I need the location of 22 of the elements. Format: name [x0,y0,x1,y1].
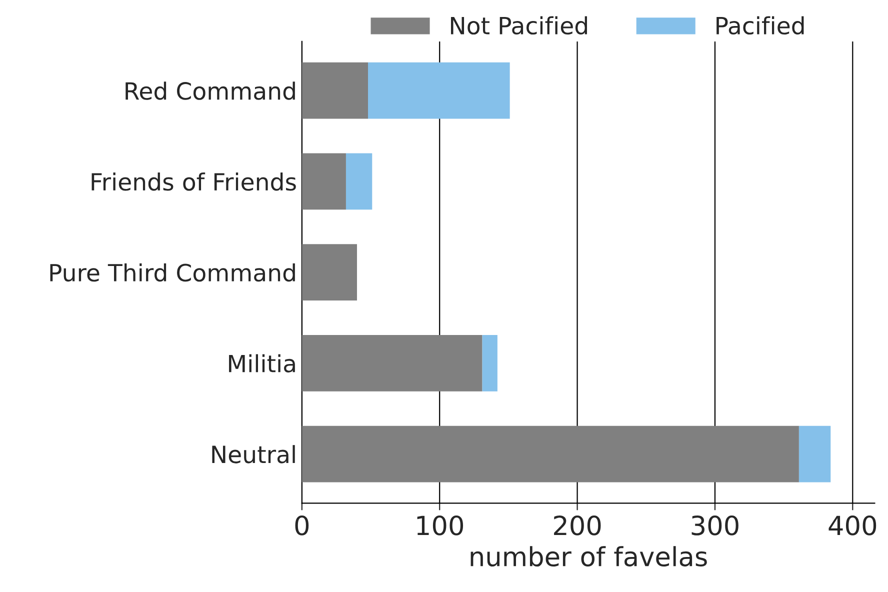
y-tick-label: Red Command [126,82,295,100]
x-tick-label: 200 [554,515,601,536]
bar [346,153,372,210]
legend-label: Not Pacified [450,16,587,35]
bar [302,153,346,210]
x-tick-label: 100 [417,515,464,536]
bar [302,62,368,119]
y-tick-label: Pure Third Command [50,263,295,282]
bar [302,335,482,392]
bar [798,426,831,482]
x-axis-title: number of favelas [470,546,707,567]
bar [302,244,357,300]
legend-label: Pacified [716,16,804,35]
y-tick-label: Friends of Friends [92,172,296,191]
bar [482,335,498,392]
x-tick-label: 0 [295,515,309,536]
bar [368,62,510,119]
x-tick-label: 300 [692,515,738,536]
bar [302,426,799,482]
y-tick-label: Militia [229,354,295,372]
x-tick-label: 400 [828,515,876,536]
y-tick-label: Neutral [212,445,295,464]
